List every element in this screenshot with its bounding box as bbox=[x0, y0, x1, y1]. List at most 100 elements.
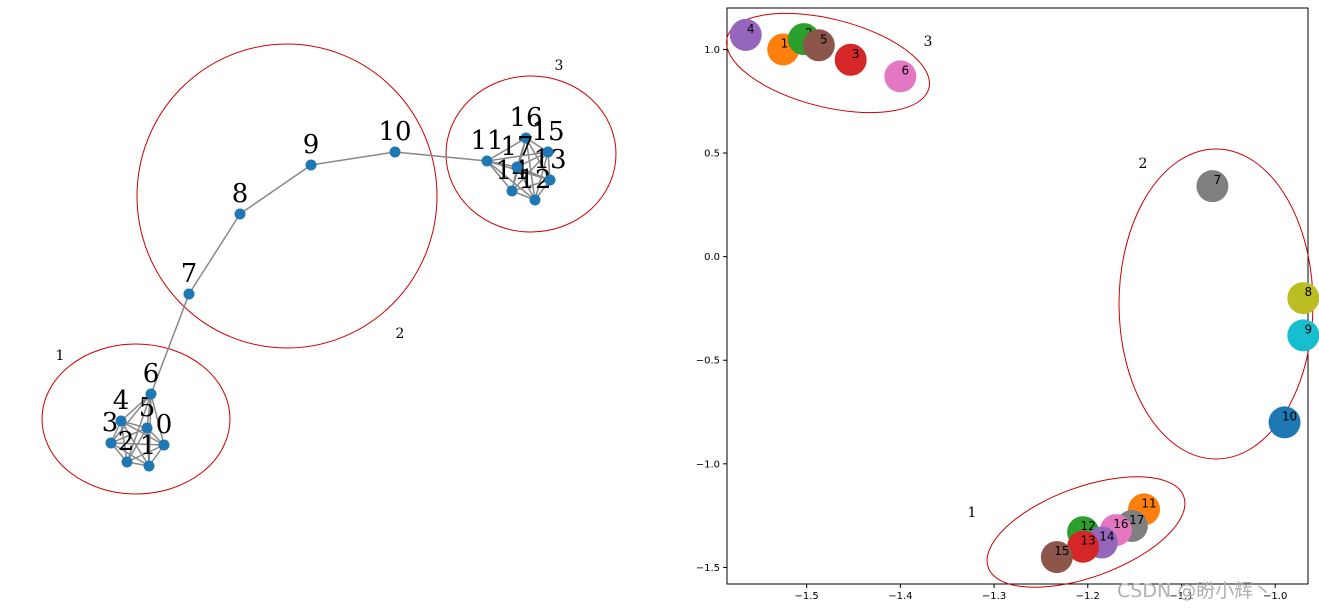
scatter-point bbox=[1287, 319, 1319, 352]
scatter-point bbox=[729, 18, 762, 51]
graph-node-label: 10 bbox=[378, 117, 411, 147]
scatter-point-label: 10 bbox=[1282, 409, 1297, 423]
graph-edge bbox=[126, 444, 165, 463]
y-tick-label: 1.0 bbox=[704, 45, 720, 56]
scatter-point-label: 7 bbox=[1214, 173, 1222, 187]
graph-edge bbox=[486, 151, 549, 162]
graph-node-label: 2 bbox=[118, 427, 135, 457]
graph-node bbox=[158, 439, 170, 451]
scatter-point-label: 3 bbox=[852, 47, 860, 61]
x-tick-label: −1.1 bbox=[1169, 591, 1193, 602]
graph-edge bbox=[150, 293, 190, 395]
scatter-point-label: 15 bbox=[1054, 544, 1069, 558]
scatter-point-label: 9 bbox=[1304, 322, 1312, 336]
graph-node bbox=[141, 422, 153, 434]
scatter-point bbox=[1196, 170, 1229, 203]
cluster-ellipse bbox=[445, 75, 617, 233]
graph-node-label: 16 bbox=[509, 103, 542, 133]
graph-node bbox=[105, 437, 117, 449]
scatter-point-label: 4 bbox=[747, 22, 755, 36]
graph-edge bbox=[310, 151, 396, 166]
scatter-point-label: 17 bbox=[1129, 513, 1144, 527]
scatter-point-label: 6 bbox=[902, 63, 910, 77]
x-tick-label: −1.5 bbox=[795, 591, 819, 602]
graph-edge bbox=[516, 166, 536, 201]
graph-node bbox=[544, 174, 556, 186]
y-tick-label: 0.0 bbox=[704, 252, 720, 263]
graph-edge bbox=[516, 166, 551, 181]
y-tick-label: −1.5 bbox=[696, 563, 720, 574]
scatter-point bbox=[834, 43, 867, 76]
graph-node-label: 15 bbox=[531, 117, 564, 147]
scatter-point bbox=[1287, 282, 1319, 315]
scatter-point bbox=[1040, 541, 1073, 574]
graph-edge bbox=[146, 393, 152, 429]
graph-node bbox=[506, 185, 518, 197]
graph-node bbox=[143, 460, 155, 472]
cluster-ellipse bbox=[726, 12, 930, 114]
y-tick-label: −1.0 bbox=[696, 459, 720, 470]
cluster-ellipse bbox=[986, 476, 1186, 588]
scatter-point-label: 16 bbox=[1113, 517, 1128, 531]
graph-node bbox=[511, 161, 523, 173]
graph-edge bbox=[394, 151, 488, 162]
graph-edge bbox=[516, 151, 549, 168]
scatter-point bbox=[802, 29, 835, 62]
graph-edge bbox=[525, 137, 536, 201]
scatter-point-label: 8 bbox=[1304, 285, 1312, 299]
graph-edge bbox=[188, 213, 241, 295]
graph-node bbox=[542, 146, 554, 158]
cluster-label: 3 bbox=[555, 58, 564, 74]
x-tick-label: −1.4 bbox=[888, 591, 912, 602]
graph-node bbox=[115, 415, 127, 427]
graph-edge bbox=[110, 393, 152, 444]
graph-node-label: 17 bbox=[500, 132, 533, 162]
cluster-ellipse bbox=[41, 343, 231, 495]
graph-edge bbox=[110, 427, 148, 444]
graph-node-label: 5 bbox=[139, 393, 156, 423]
graph-node-label: 11 bbox=[470, 126, 503, 156]
scatter-point-label: 13 bbox=[1080, 534, 1095, 548]
cluster-label: 2 bbox=[396, 326, 405, 342]
scatter-panel: −1.5 −1.4 −1.3 −1.2 −1.1 −1.0 −1.5 −1.0 −0.5 0.0 0… bbox=[696, 7, 1319, 602]
graph-node-label: 0 bbox=[156, 410, 173, 440]
graph-node bbox=[183, 288, 195, 300]
scatter-point bbox=[1067, 530, 1100, 563]
cluster-ellipse bbox=[136, 43, 438, 349]
graph-node-label: 9 bbox=[303, 130, 320, 160]
cluster-label: 1 bbox=[56, 348, 65, 364]
x-tick-label: −1.2 bbox=[1076, 591, 1100, 602]
cluster-label: 2 bbox=[1139, 156, 1148, 172]
graph-node bbox=[520, 132, 532, 144]
scatter-point-label: 14 bbox=[1099, 530, 1114, 544]
graph-edge bbox=[525, 137, 551, 181]
scatter-point bbox=[1268, 406, 1301, 439]
graph-edge bbox=[511, 179, 551, 192]
scatter-point-label: 5 bbox=[820, 32, 828, 46]
x-tick-label: −1.0 bbox=[1263, 591, 1287, 602]
graph-edge bbox=[120, 420, 165, 446]
x-tick-label: −1.3 bbox=[982, 591, 1006, 602]
graph-node-label: 6 bbox=[143, 359, 160, 389]
graph-edge bbox=[150, 393, 165, 446]
graph-edge bbox=[486, 160, 513, 192]
scatter-point-label: 12 bbox=[1080, 519, 1095, 533]
graph-node bbox=[145, 388, 157, 400]
graph-edge bbox=[120, 393, 152, 422]
graph-edge bbox=[126, 427, 148, 463]
graph-node-label: 8 bbox=[232, 179, 249, 209]
graph-edge bbox=[239, 164, 312, 215]
scatter-point-label: 11 bbox=[1141, 496, 1156, 510]
graph-node-label: 3 bbox=[102, 408, 119, 438]
graph-edge bbox=[120, 420, 128, 463]
graph-node bbox=[234, 208, 246, 220]
graph-node bbox=[529, 194, 541, 206]
graph-node bbox=[481, 155, 493, 167]
graph-edge bbox=[486, 137, 527, 162]
graph-node bbox=[121, 456, 133, 468]
graph-node bbox=[389, 146, 401, 158]
cluster-label: 1 bbox=[968, 505, 977, 521]
graph-edge bbox=[120, 420, 150, 467]
graph-edge bbox=[486, 160, 536, 201]
graph-node-label: 14 bbox=[495, 156, 528, 186]
